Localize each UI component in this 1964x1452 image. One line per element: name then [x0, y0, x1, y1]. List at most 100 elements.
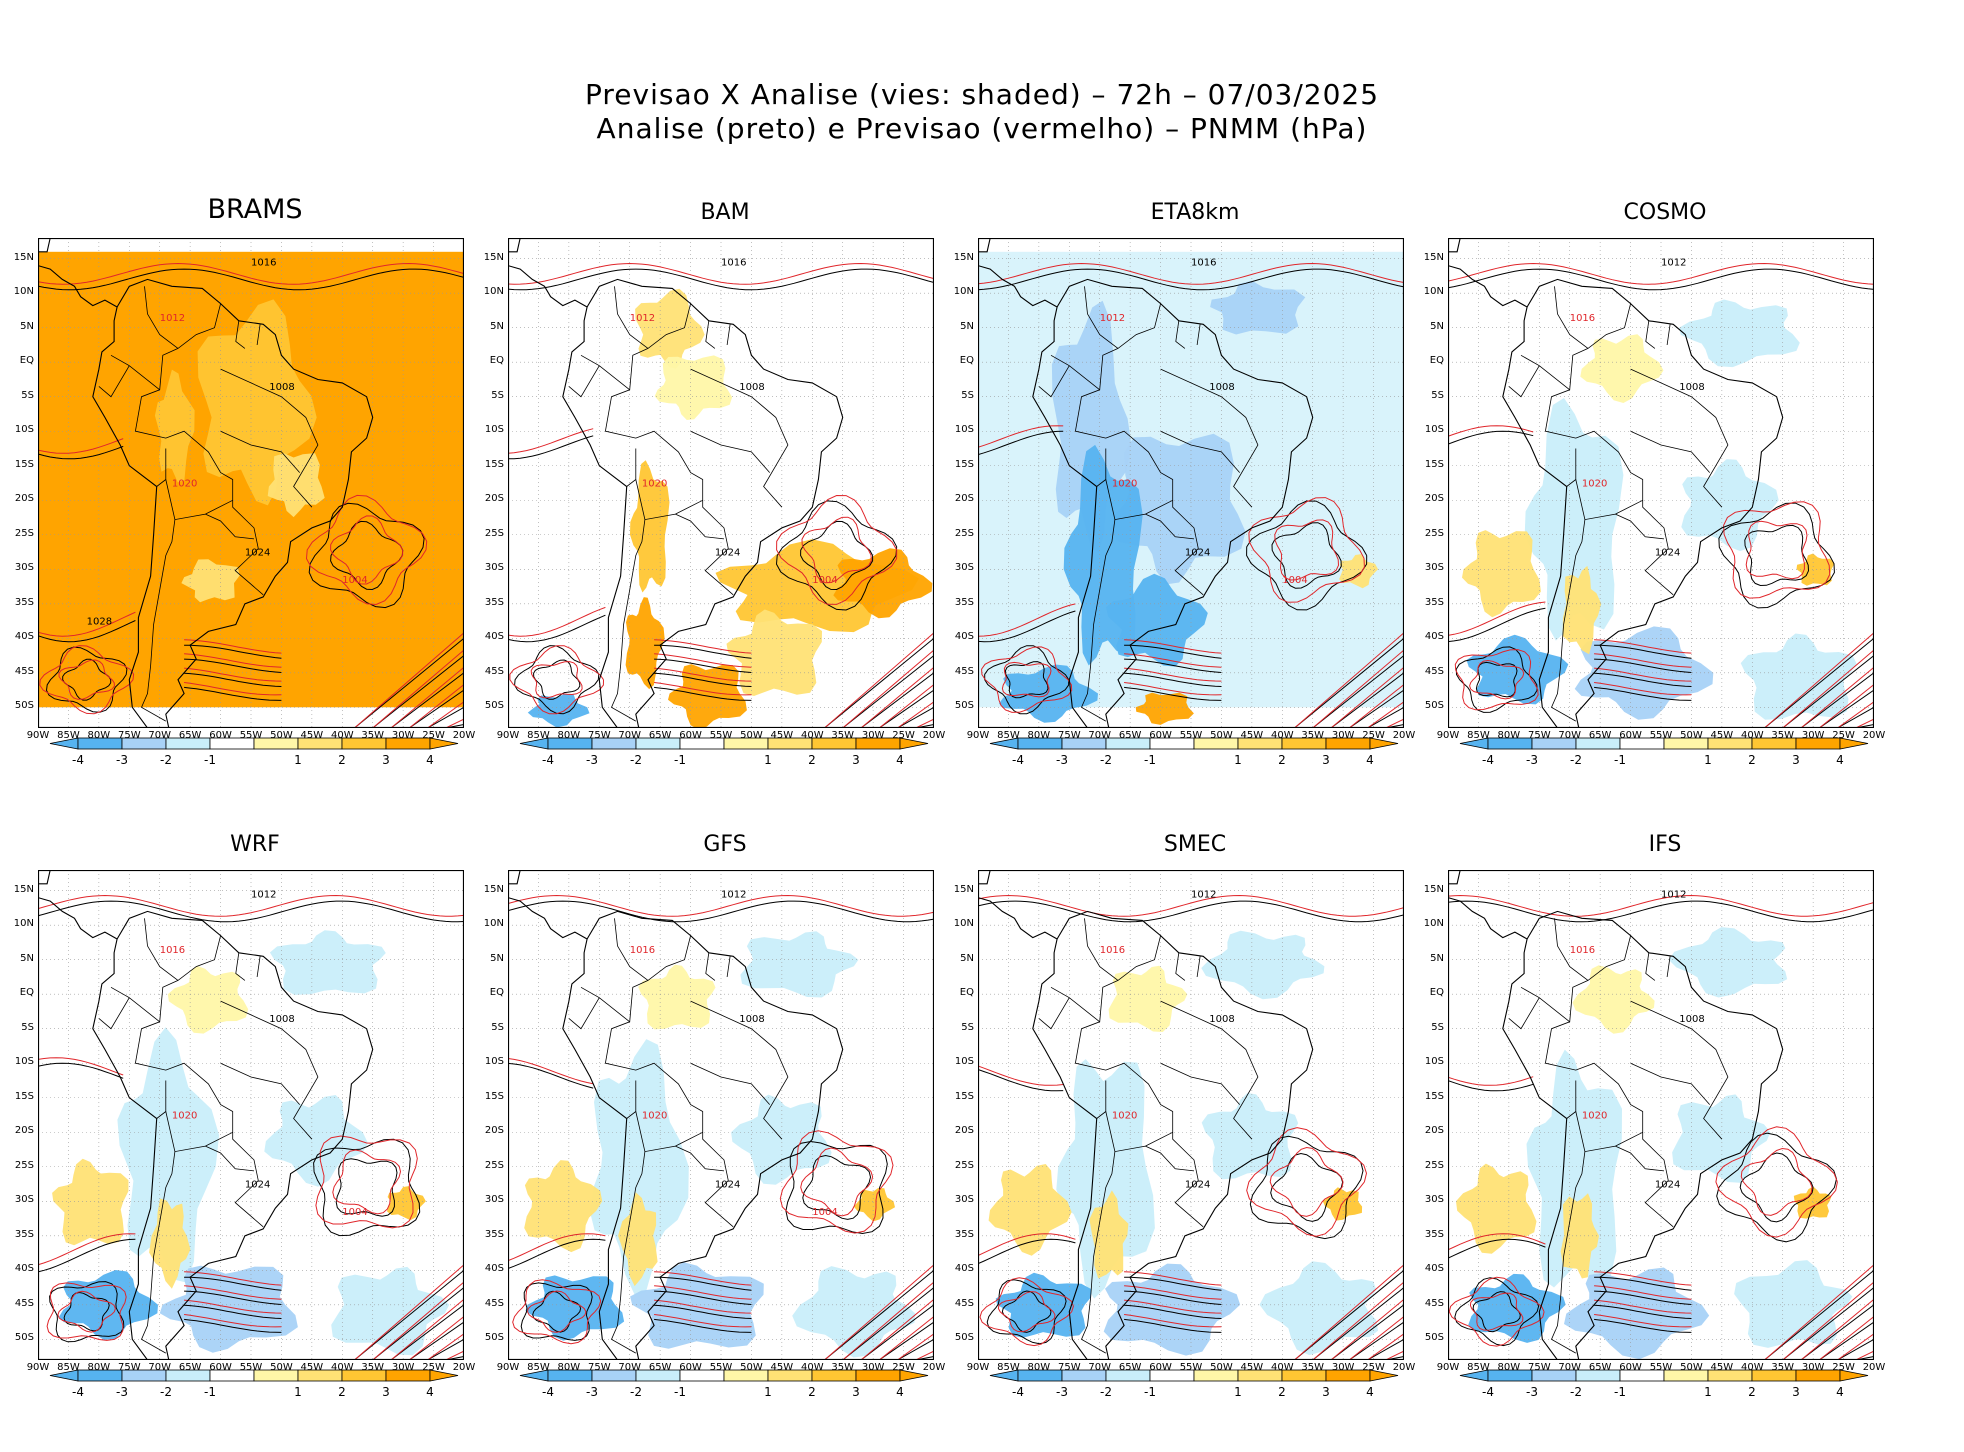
lat-label: 15N [1423, 251, 1444, 263]
lon-label: 55W [239, 730, 263, 741]
lon-label: 40W [1270, 1362, 1294, 1373]
lat-label: 50S [954, 700, 974, 712]
lon-label: 30W [1331, 1362, 1355, 1373]
lat-label: 35S [14, 1228, 34, 1240]
lat-label: 15S [954, 1090, 974, 1102]
lon-label: 90W [1436, 730, 1460, 741]
lat-label: 5S [1431, 389, 1444, 401]
colorbar-tick: -4 [1012, 1385, 1024, 1399]
lon-label: 75W [1527, 1362, 1551, 1373]
lon-label: 50W [740, 1362, 763, 1373]
lon-label: 80W [557, 1362, 581, 1373]
lat-label: 45S [954, 665, 974, 677]
colorbar: -4 -3 -2 -1 1 2 3 4 [30, 728, 480, 788]
title-line-1: Previsao X Analise (vies: shaded) – 72h … [584, 78, 1380, 111]
isobar-label: 1016 [1570, 945, 1595, 956]
isobar-label: 1016 [251, 258, 276, 269]
isobar-label: 1020 [1582, 478, 1607, 489]
lon-label: 45W [1710, 1362, 1734, 1373]
isobar-label: 1008 [1209, 382, 1234, 393]
lat-label: 20S [14, 1125, 34, 1137]
lon-label: 60W [209, 1362, 232, 1373]
colorbar-tick: 3 [1792, 753, 1800, 767]
lon-label: 90W [496, 730, 520, 741]
lat-label: 50S [484, 1332, 504, 1344]
lon-label: 85W [57, 1362, 80, 1373]
colorbar-tick: -3 [116, 753, 128, 767]
colorbar-tick: 1 [1704, 753, 1712, 767]
colorbar-tick: 3 [1322, 1385, 1330, 1399]
colorbar-tick: -1 [204, 1385, 216, 1399]
colorbar-tick: -2 [1570, 753, 1582, 767]
lat-label: 25S [1424, 1159, 1444, 1171]
colorbar-tick: -3 [1056, 1385, 1068, 1399]
lat-label: 30S [954, 1194, 974, 1206]
lat-label: 15S [954, 458, 974, 470]
lat-label: EQ [489, 355, 504, 367]
panel-title: IFS [1648, 832, 1682, 857]
lon-label: 75W [117, 1362, 141, 1373]
lat-label: 15N [483, 251, 504, 263]
map-plot: 1016 1012 1008 1020 1024 1004 [508, 238, 934, 728]
lon-label: 60W [679, 730, 702, 741]
isobar-label: 1024 [1185, 547, 1210, 558]
lon-label: 75W [117, 730, 141, 741]
colorbar-tick: -4 [72, 1385, 84, 1399]
lon-label: 65W [178, 1362, 202, 1373]
lat-label: 45S [1424, 665, 1444, 677]
lon-label: 65W [1588, 730, 1612, 741]
colorbar-tick: -1 [1614, 753, 1626, 767]
colorbar-svg [49, 737, 459, 750]
isobar-label: 1008 [1679, 1014, 1704, 1025]
lon-label: 40W [330, 730, 354, 741]
lat-label: 15N [953, 251, 974, 263]
colorbar: -4 -3 -2 -1 1 2 3 4 [500, 728, 950, 788]
map-svg: 1012 1016 1008 1020 1024 1004 [508, 870, 934, 1360]
lon-label: 70W [1088, 730, 1112, 741]
lon-label: 75W [1057, 1362, 1081, 1373]
lat-label: 5N [960, 320, 974, 332]
isobar-label: 1020 [172, 478, 197, 489]
lon-label: 55W [1649, 730, 1673, 741]
colorbar-tick: -3 [1526, 1385, 1538, 1399]
lat-label: 25S [954, 1159, 974, 1171]
colorbar-tick: 3 [382, 1385, 390, 1399]
lat-label: 50S [14, 700, 34, 712]
lon-label: 60W [679, 1362, 702, 1373]
colorbar-tick: -3 [116, 1385, 128, 1399]
colorbar: -4 -3 -2 -1 1 2 3 4 [30, 1360, 480, 1420]
colorbar-tick: -1 [204, 753, 216, 767]
colorbar-tick: -3 [586, 1385, 598, 1399]
map-svg: 1012 1016 1008 1020 1024 [1448, 870, 1874, 1360]
lat-label: 45S [484, 665, 504, 677]
lat-label: 50S [1424, 1332, 1444, 1344]
colorbar-tick: 1 [1234, 753, 1242, 767]
lon-label: 25W [1362, 730, 1385, 741]
lat-label: 30S [14, 562, 34, 574]
panel-title: BRAMS [207, 194, 303, 225]
lat-label: EQ [19, 987, 34, 999]
lon-label: 80W [87, 1362, 111, 1373]
lon-label: 45W [1240, 1362, 1264, 1373]
colorbar-tick: -1 [1614, 1385, 1626, 1399]
lat-label: 5N [1430, 320, 1444, 332]
isobar-label: 1016 [630, 945, 655, 956]
lon-label: 80W [1497, 1362, 1521, 1373]
colorbar-tick: -2 [630, 1385, 642, 1399]
lat-label: 15S [1424, 1090, 1444, 1102]
isobar-label: 1004 [1282, 575, 1307, 586]
panel-title: SMEC [1163, 832, 1227, 857]
colorbar-tick: 2 [1748, 1385, 1756, 1399]
lat-label: 35S [14, 596, 34, 608]
lon-label: 80W [1497, 730, 1521, 741]
lon-label: 55W [1179, 730, 1203, 741]
lat-label: 5S [21, 389, 34, 401]
lon-label: 35W [831, 730, 855, 741]
lon-label: 85W [997, 1362, 1020, 1373]
lat-label: 5S [21, 1021, 34, 1033]
colorbar-tick: -1 [1144, 1385, 1156, 1399]
lon-label: 20W [1392, 730, 1416, 741]
lon-label: 70W [1558, 1362, 1582, 1373]
lon-label: 70W [618, 1362, 642, 1373]
colorbar-svg [1459, 737, 1869, 750]
